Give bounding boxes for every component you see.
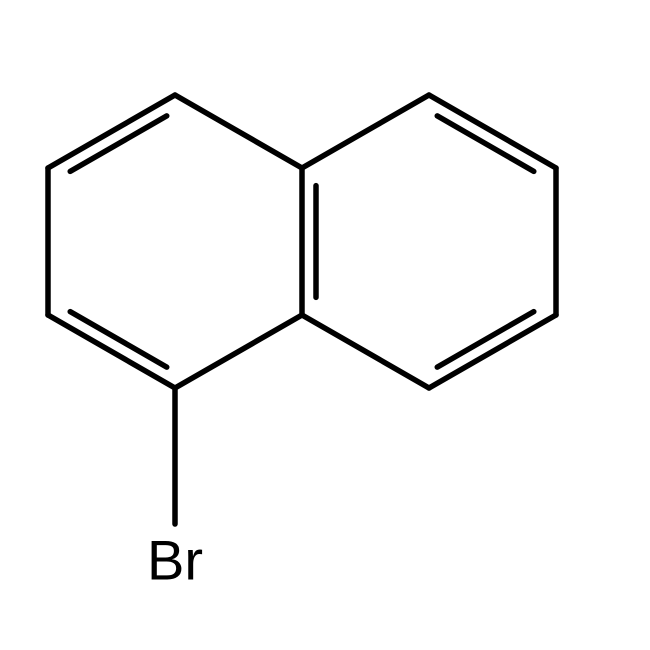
bond-line	[48, 315, 175, 388]
atom-label-br: Br	[147, 529, 203, 592]
bond-line	[302, 315, 429, 388]
bond-line	[429, 315, 556, 388]
molecule-diagram: Br	[0, 0, 650, 650]
bond-line	[48, 95, 175, 168]
bond-line	[302, 95, 429, 168]
bond-line	[429, 95, 556, 168]
bond-line	[437, 312, 534, 367]
bond-line	[175, 95, 302, 168]
bond-line	[70, 312, 167, 367]
bond-line	[175, 315, 302, 388]
bond-line	[437, 116, 534, 171]
bond-line	[70, 116, 167, 171]
